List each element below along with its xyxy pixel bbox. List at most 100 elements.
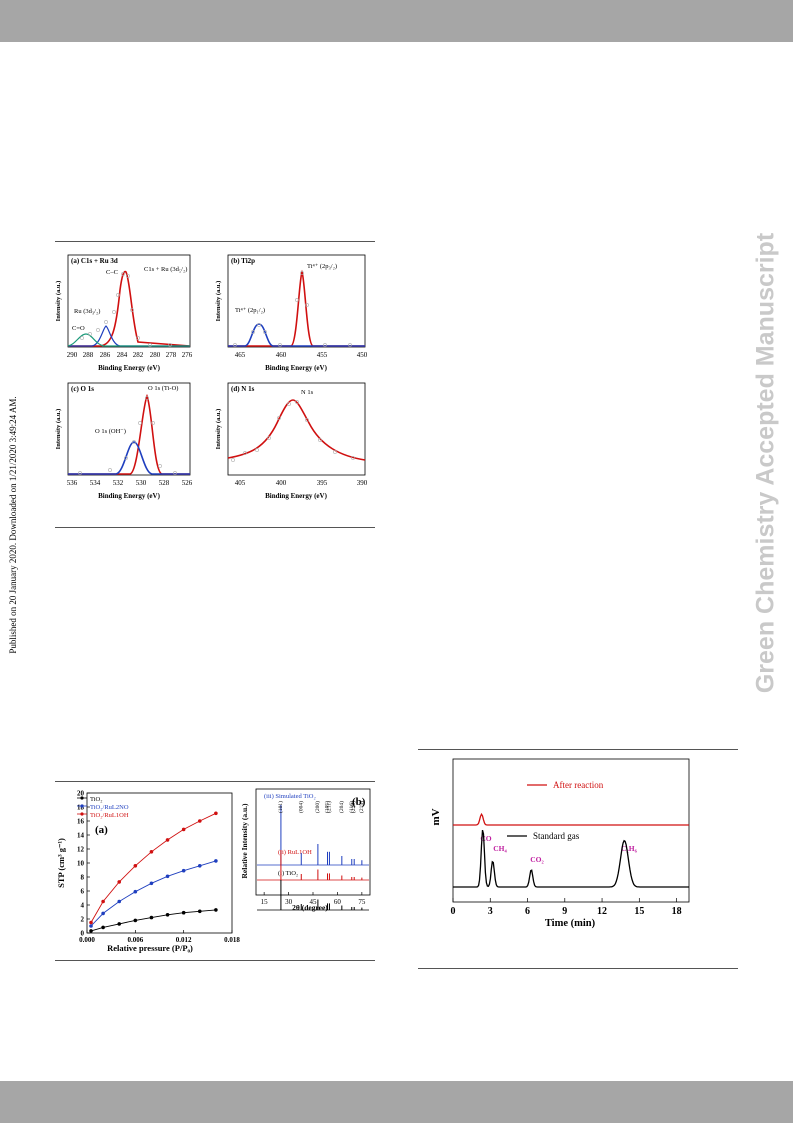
data-point xyxy=(214,908,218,912)
y-tick-label: 16 xyxy=(77,818,85,826)
peak-label: (220) xyxy=(350,801,357,813)
xps-panel-c: (c) O 1s Intensity (a.u.) Binding Energy… xyxy=(55,382,193,500)
fit-ti-1-2-curve xyxy=(228,323,365,347)
y-tick-label: 0 xyxy=(81,930,85,938)
data-point xyxy=(197,909,202,914)
x-tick-label: 536 xyxy=(67,479,78,487)
data-point xyxy=(138,421,142,425)
data-point xyxy=(277,416,281,420)
y-tick-label: 10 xyxy=(77,860,85,868)
series-label: (i) TiO₂ xyxy=(278,870,298,877)
data-point xyxy=(351,456,355,460)
data-point xyxy=(117,922,122,926)
data-point xyxy=(263,330,267,334)
y-tick-label: 12 xyxy=(77,846,85,854)
data-point xyxy=(80,336,84,340)
x-axis-label: Relative pressure (P/P₀) xyxy=(107,943,193,953)
x-tick-labels: 290 288 286 284 282 280 278 276 xyxy=(67,351,193,359)
x-tick-label: 60 xyxy=(334,898,342,906)
data-point xyxy=(295,400,299,404)
data-point xyxy=(96,328,100,332)
legend-entry: After reaction xyxy=(553,780,604,790)
x-tick-label: 0.006 xyxy=(127,936,143,944)
annotation-ti-3-2: Ti⁴⁺ (2p₃/₂) xyxy=(307,263,337,270)
x-axis-label: Binding Energy (eV) xyxy=(98,492,161,500)
annotation-c1s: C1s + Ru (3d₅/₂) xyxy=(144,266,187,273)
data-points xyxy=(231,400,355,462)
data-point xyxy=(101,899,105,904)
data-point xyxy=(145,396,149,400)
x-tick-label: 9 xyxy=(562,906,567,917)
data-point xyxy=(151,421,155,425)
xrd-chart: (b) (iii) Simulated TiO₂ (ii) RuL1OH (i)… xyxy=(240,788,371,912)
data-point xyxy=(305,418,309,422)
y-tick-label: 4 xyxy=(81,902,85,910)
legend-entry: Standard gas xyxy=(533,831,580,841)
top-bar xyxy=(0,0,793,42)
data-point xyxy=(165,913,170,917)
data-point xyxy=(257,323,261,327)
legend-entry: TiO₂/RuL1OH xyxy=(90,812,129,819)
panel-title: (d) N 1s xyxy=(231,385,255,393)
x-axis-label: Binding Energy (eV) xyxy=(265,492,328,500)
x-tick-label: 528 xyxy=(159,479,170,487)
data-point xyxy=(287,402,291,406)
xps-panel-a: (a) C1s + Ru 3d Intensity (a.u.) Binding… xyxy=(55,254,193,372)
peak-label: (105) xyxy=(323,801,330,813)
data-point xyxy=(89,924,93,928)
data-point xyxy=(251,330,255,334)
data-point xyxy=(318,438,322,442)
data-point xyxy=(305,303,309,307)
y-tick-label: 18 xyxy=(77,804,85,812)
data-point xyxy=(333,450,337,454)
data-point xyxy=(181,868,186,873)
data-point xyxy=(348,343,352,347)
y-tick-label: 2 xyxy=(81,916,85,924)
annotation-co: C=O xyxy=(72,325,85,332)
x-tick-label: 460 xyxy=(276,351,287,359)
series-label: (ii) RuL1OH xyxy=(278,849,312,856)
figure-rule xyxy=(55,527,375,528)
x-tick-label: 3 xyxy=(488,906,493,917)
data-point xyxy=(233,343,237,347)
series-label: (iii) Simulated TiO₂ xyxy=(264,793,316,800)
plot-frame xyxy=(452,758,690,903)
peak-label: CH₄ xyxy=(493,844,507,853)
bottom-bar xyxy=(0,1081,793,1123)
data-point xyxy=(165,874,170,879)
data-point xyxy=(181,827,186,832)
y-axis-label: Intensity (a.u.) xyxy=(215,409,222,450)
x-tick-label: 530 xyxy=(136,479,147,487)
x-tick-label: 0 xyxy=(451,906,456,917)
watermark: Green Chemistry Accepted Manuscript xyxy=(751,232,780,694)
data-point xyxy=(101,925,105,930)
data-point xyxy=(149,850,154,854)
peak-label: (211) xyxy=(325,801,332,813)
chart-panel-label: (b) xyxy=(352,796,366,808)
x-axis-label: Time (min) xyxy=(545,918,596,929)
data-point xyxy=(231,458,235,462)
y-axis-label: Intensity (a.u.) xyxy=(215,281,222,322)
annotation-oh: O 1s (OH⁻) xyxy=(95,428,126,435)
x-tick-label: 455 xyxy=(317,351,328,359)
figure-rule xyxy=(55,960,375,961)
data-point xyxy=(214,859,218,863)
y-axis-label: Relative Intensity (a.u.) xyxy=(240,803,249,878)
figure-rule xyxy=(55,241,375,242)
data-point xyxy=(181,910,186,915)
data-point xyxy=(267,436,271,440)
xps-panel-b: (b) Ti2p Intensity (a.u.) Binding Energy… xyxy=(215,254,368,372)
data-point xyxy=(124,456,128,460)
x-tick-label: 0.018 xyxy=(224,936,240,944)
x-tick-label: 534 xyxy=(90,479,101,487)
data-point xyxy=(300,271,304,275)
y-tick-label: 20 xyxy=(77,790,85,798)
y-tick-label: 6 xyxy=(81,888,85,896)
x-tick-label: 282 xyxy=(133,351,144,359)
data-point xyxy=(165,838,170,842)
x-tick-label: 12 xyxy=(597,906,607,917)
data-point xyxy=(168,343,172,347)
panel-title: (a) C1s + Ru 3d xyxy=(71,257,118,265)
data-point xyxy=(148,343,152,347)
peak-label: CO₂ xyxy=(530,855,544,864)
